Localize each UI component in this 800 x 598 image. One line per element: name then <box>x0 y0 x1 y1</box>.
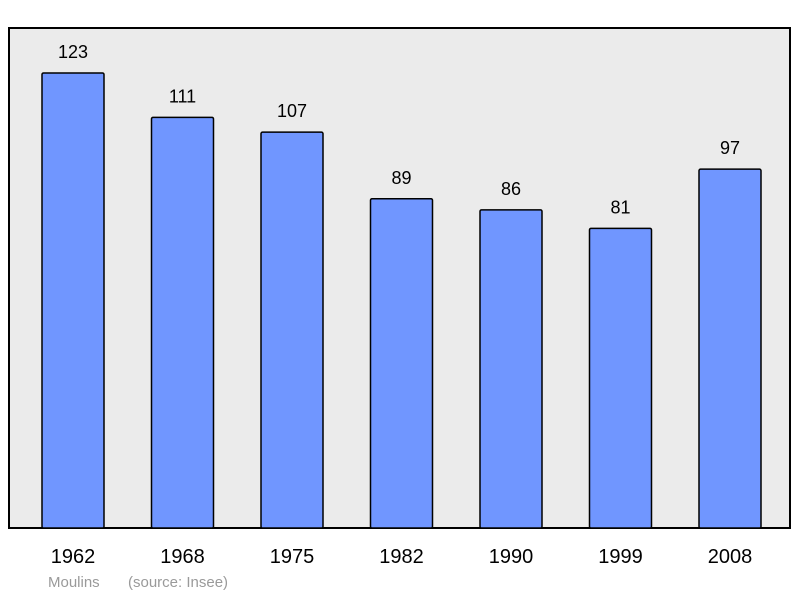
bar-1990 <box>479 209 543 529</box>
value-label-1968: 111 <box>169 86 196 106</box>
x-tick-label-1990: 1990 <box>489 546 534 568</box>
value-labels-group: 123 111 107 89 86 81 97 <box>58 42 740 217</box>
x-tick-label-2008: 2008 <box>708 546 753 568</box>
x-tick-label-1999: 1999 <box>598 546 643 568</box>
bar-1975 <box>260 131 324 529</box>
value-label-1990: 86 <box>501 179 521 199</box>
bar-1999 <box>588 227 653 529</box>
x-tick-label-1968: 1968 <box>160 546 205 568</box>
value-label-1962: 123 <box>58 42 88 62</box>
value-label-1982: 89 <box>391 168 411 188</box>
value-label-1975: 107 <box>277 101 307 121</box>
bar-1962 <box>41 72 105 529</box>
value-label-1999: 81 <box>610 197 630 217</box>
caption-source: (source: Insee) <box>128 574 229 591</box>
x-tick-label-1962: 1962 <box>51 546 96 568</box>
x-tick-label-1982: 1982 <box>379 546 424 568</box>
bar-1982 <box>369 198 434 529</box>
bars-group <box>41 72 762 529</box>
caption-place: Moulins <box>48 574 100 591</box>
x-tick-label-1975: 1975 <box>270 546 315 568</box>
x-tick-labels-group: 1962 1968 1975 1982 1990 1999 2008 <box>51 546 753 568</box>
value-label-2008: 97 <box>720 138 740 158</box>
bar-1968 <box>150 116 215 529</box>
bar-2008 <box>698 168 762 529</box>
